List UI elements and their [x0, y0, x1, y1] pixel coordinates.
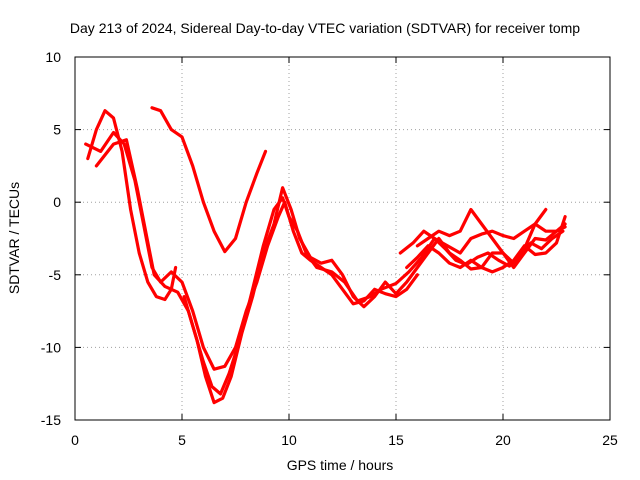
series-line-2 — [150, 106, 268, 254]
grid — [75, 57, 610, 420]
series-line-3 — [84, 130, 419, 371]
x-tick-label: 5 — [178, 432, 186, 448]
plot-frame — [74, 56, 611, 421]
y-tick-label: -10 — [41, 339, 61, 355]
y-tick-label: -5 — [49, 267, 62, 283]
series-line-1 — [86, 109, 178, 302]
series-line-4 — [94, 138, 567, 405]
x-tick-label: 10 — [281, 432, 297, 448]
x-axis-ticks: 0 5 10 15 20 25 — [71, 57, 618, 448]
x-tick-label: 0 — [71, 432, 79, 448]
series-line-7 — [405, 215, 567, 274]
y-axis-label: SDTVAR / TECUs — [6, 182, 22, 294]
x-tick-label: 15 — [388, 432, 404, 448]
series-layer — [84, 106, 567, 405]
x-axis-label: GPS time / hours — [287, 457, 394, 473]
series-line-8 — [415, 207, 548, 265]
y-tick-label: 0 — [53, 194, 61, 210]
x-tick-label: 25 — [602, 432, 618, 448]
chart-title: Day 213 of 2024, Sidereal Day-to-day VTE… — [70, 20, 580, 36]
y-tick-label: -15 — [41, 412, 61, 428]
y-axis-ticks: 10 5 0 -5 -10 -15 — [41, 49, 610, 428]
y-tick-label: 10 — [45, 49, 61, 65]
series-line-6 — [398, 229, 565, 268]
series-line-5 — [182, 196, 567, 396]
x-tick-label: 20 — [495, 432, 511, 448]
y-tick-label: 5 — [53, 122, 61, 138]
